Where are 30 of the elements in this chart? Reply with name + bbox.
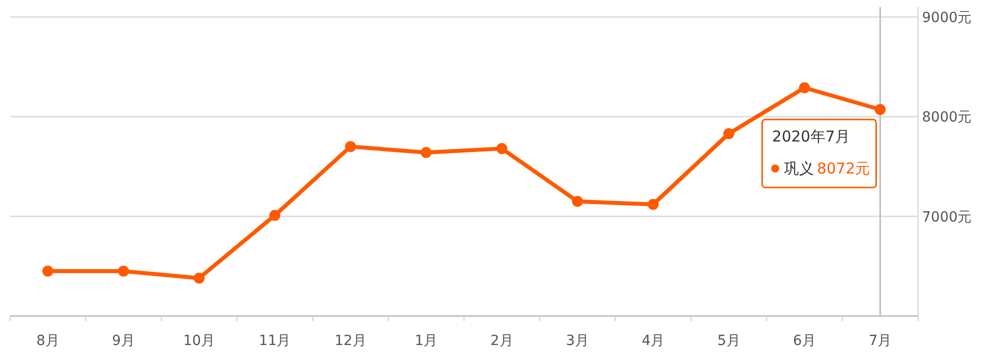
x-tick-label: 10月 bbox=[183, 333, 216, 349]
point bbox=[648, 198, 659, 210]
annotation: 2020年7月 bbox=[772, 127, 850, 146]
x-tick-label: 11月 bbox=[258, 333, 291, 349]
data-label: 8072元 bbox=[816, 159, 870, 178]
x-tick-label: 6月 bbox=[793, 333, 816, 349]
point bbox=[194, 272, 205, 284]
x-tick-label: 4月 bbox=[642, 333, 665, 349]
x-tick-label: 3月 bbox=[566, 333, 589, 349]
x-tick-label: 1月 bbox=[414, 333, 438, 349]
y-tick-label: 7000元 bbox=[922, 209, 972, 226]
point bbox=[420, 147, 432, 158]
x-tick-label: 2月 bbox=[490, 333, 514, 349]
point bbox=[118, 266, 129, 277]
point bbox=[799, 82, 810, 94]
x-tick-label: 8月 bbox=[36, 333, 60, 349]
y-tick-label: 8000元 bbox=[922, 110, 972, 126]
y-tick-label: 9000元 bbox=[922, 10, 972, 26]
x-tick-label: 12月 bbox=[334, 333, 366, 349]
point bbox=[345, 141, 356, 152]
point bbox=[723, 128, 734, 140]
x-tick-label: 9月 bbox=[112, 333, 135, 349]
x-tick-label: 7月 bbox=[868, 333, 892, 349]
point bbox=[572, 196, 583, 207]
x-tick-label: 5月 bbox=[717, 333, 740, 349]
point bbox=[269, 210, 280, 221]
point bbox=[496, 143, 508, 154]
legend-label: 巩义 bbox=[784, 159, 814, 178]
point bbox=[42, 266, 54, 277]
point bbox=[874, 104, 886, 115]
